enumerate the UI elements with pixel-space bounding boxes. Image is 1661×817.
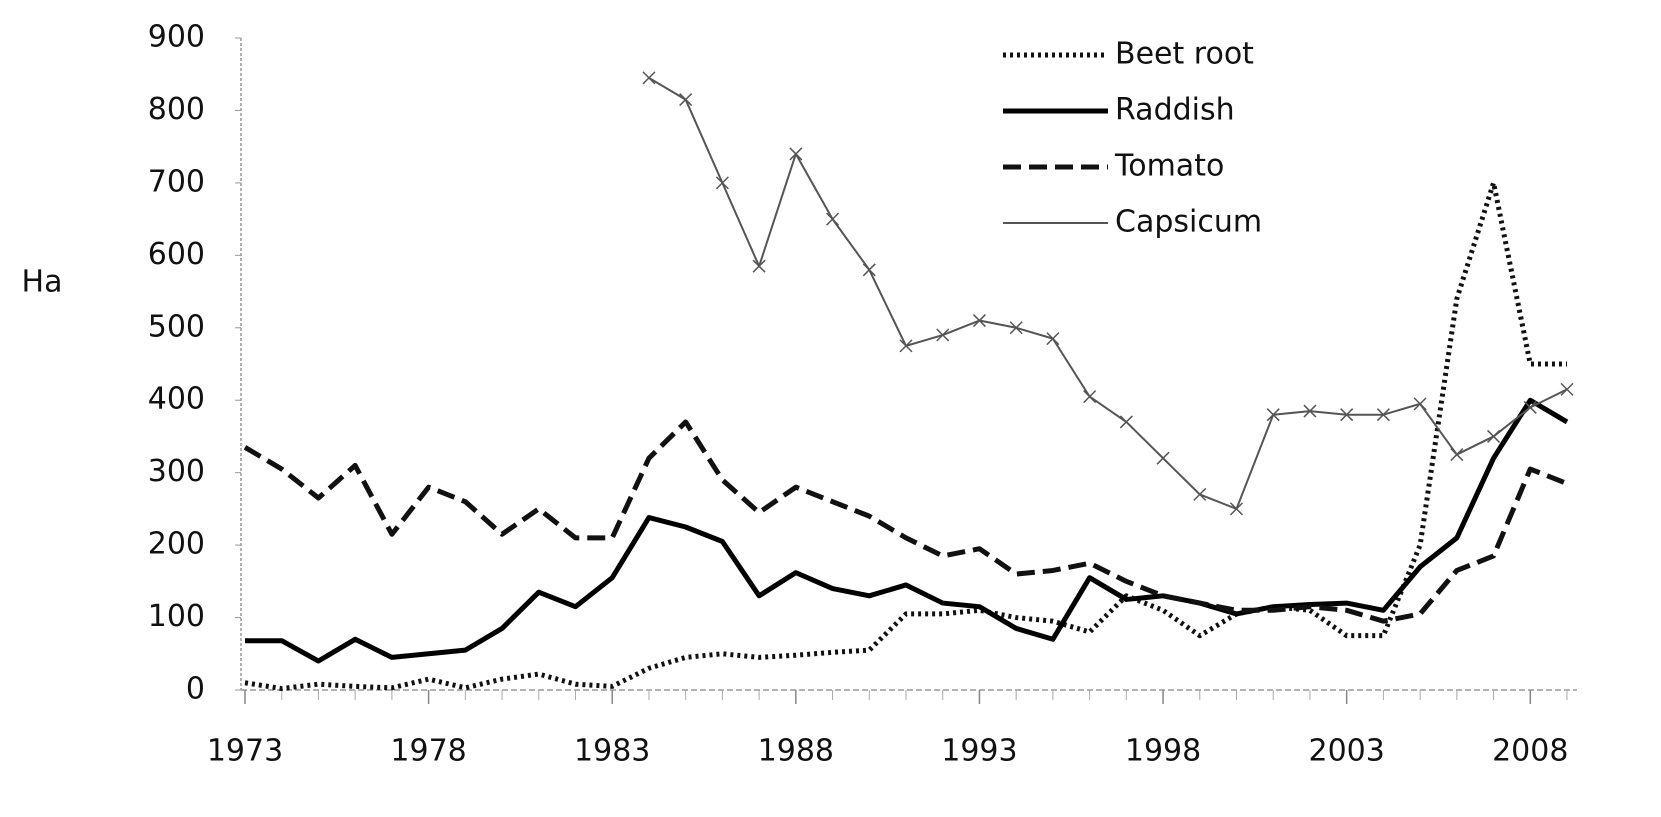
- y-tick-label: 700: [148, 164, 205, 199]
- x-tick-label: 1983: [574, 734, 650, 769]
- legend-label: Raddish: [1115, 93, 1235, 128]
- x-tick-label: 1998: [1125, 734, 1201, 769]
- x-tick-label: 1978: [390, 734, 466, 769]
- point-marker: [899, 339, 913, 353]
- point-marker: [1376, 408, 1390, 422]
- point-marker: [1303, 404, 1317, 418]
- point-marker: [789, 147, 803, 161]
- point-marker: [1266, 408, 1280, 422]
- x-tick-label: 2003: [1308, 734, 1384, 769]
- point-marker: [826, 212, 840, 226]
- y-tick-label: 900: [148, 20, 205, 55]
- y-tick-label: 200: [148, 527, 205, 562]
- point-marker: [972, 314, 986, 328]
- point-marker: [1193, 487, 1207, 501]
- point-marker: [862, 263, 876, 277]
- point-marker: [1450, 448, 1464, 462]
- y-tick-label: 300: [148, 454, 205, 489]
- legend-label: Capsicum: [1115, 205, 1262, 240]
- point-marker: [1229, 502, 1244, 516]
- y-tick-label: 100: [148, 599, 205, 634]
- series-line: [243, 419, 1568, 624]
- point-marker: [1046, 332, 1060, 346]
- point-marker: [1156, 451, 1170, 465]
- point-marker: [1413, 397, 1427, 411]
- point-marker: [1560, 382, 1574, 396]
- point-marker: [752, 259, 766, 273]
- y-tick-label: 800: [148, 92, 205, 127]
- point-marker: [1083, 390, 1097, 404]
- point-marker: [1009, 321, 1023, 335]
- series-line: [244, 180, 1567, 692]
- y-tick-label: 400: [148, 382, 205, 417]
- point-marker: [1487, 429, 1501, 443]
- point-marker: [936, 328, 950, 342]
- x-tick-label: 2008: [1492, 734, 1568, 769]
- y-tick-label: 0: [186, 672, 205, 707]
- x-tick-label: 1993: [941, 734, 1017, 769]
- y-tick-label: 600: [148, 237, 205, 272]
- point-marker: [642, 71, 656, 85]
- y-tick-label: 500: [148, 309, 205, 344]
- point-marker: [1119, 415, 1133, 429]
- x-tick-label: 1988: [758, 734, 834, 769]
- legend-label: Beet root: [1115, 37, 1254, 72]
- point-marker: [1340, 408, 1354, 422]
- point-marker: [715, 176, 729, 190]
- series-line: [648, 76, 1568, 510]
- point-marker: [1523, 400, 1537, 414]
- series-line: [245, 397, 1569, 664]
- legend-label: Tomato: [1114, 149, 1224, 184]
- point-marker: [679, 93, 693, 107]
- y-axis-label: Ha: [22, 265, 63, 300]
- x-tick-label: 1973: [207, 734, 283, 769]
